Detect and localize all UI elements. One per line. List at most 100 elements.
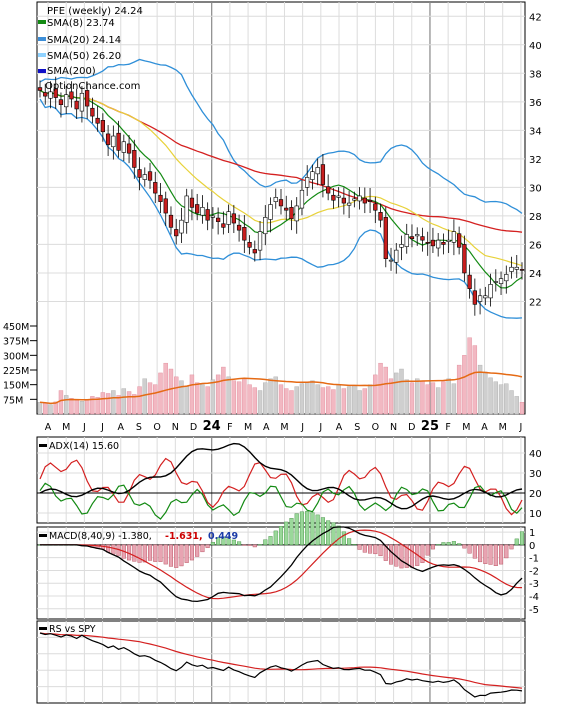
candle-body (95, 117, 100, 124)
price-tick-label: 34 (529, 126, 542, 137)
volume-bar (153, 384, 158, 415)
volume-bar (121, 388, 127, 415)
candle-body (341, 197, 347, 204)
month-label: A (45, 422, 52, 433)
volume-bar (205, 386, 210, 415)
volume-bar (231, 380, 237, 415)
rs-title-marker (39, 627, 47, 630)
macd-histogram-bar (231, 539, 236, 546)
volume-bar (43, 403, 48, 415)
candle-body (477, 295, 483, 302)
volume-bar (430, 382, 436, 415)
candle-body (467, 274, 472, 289)
candle-body (205, 209, 210, 221)
candle-body (284, 207, 289, 211)
price-tick-label: 30 (529, 183, 542, 194)
adx-line (39, 442, 523, 510)
volume-tick-label: 375M (3, 337, 29, 348)
volume-bar (53, 401, 58, 415)
macd-signal-line (40, 529, 523, 600)
macd-histogram-bar (210, 541, 215, 546)
volume-bar (221, 366, 226, 415)
candle-body (179, 219, 184, 234)
candle-body (226, 211, 231, 225)
macd-histogram-bar (467, 544, 472, 554)
macd-line (40, 526, 523, 603)
volume-bar (189, 374, 195, 415)
volume-bar (456, 364, 462, 415)
macd-histogram-bar (462, 544, 467, 549)
candle-body (132, 150, 137, 168)
volume-bar (346, 386, 352, 415)
macd-histogram-bar (179, 544, 184, 567)
macd-tick-label: 1 (529, 528, 535, 539)
month-label: J (300, 422, 304, 433)
macd-histogram-bar (362, 544, 367, 553)
volume-bar (111, 390, 116, 415)
macd-histogram-bar (504, 544, 509, 559)
macd-histogram-bar (399, 544, 404, 569)
candle-body (451, 231, 457, 243)
macd-histogram-bar (294, 513, 299, 546)
macd-tick-label: -3 (529, 579, 539, 590)
volume-bar (289, 390, 294, 415)
macd-histogram-bar (509, 544, 514, 550)
macd-histogram-bar (352, 544, 357, 546)
volume-bar (58, 390, 64, 415)
volume-bar (504, 383, 509, 415)
candle-body (441, 241, 446, 245)
volume-bar (441, 381, 446, 415)
macd-histogram-bar (189, 544, 194, 561)
macd-histogram-bar (226, 538, 231, 546)
volume-bar (252, 387, 257, 415)
month-label: N (390, 422, 397, 433)
volume-bar (315, 384, 320, 415)
month-label: M (462, 422, 470, 433)
candle-body (378, 212, 383, 221)
candle-body (509, 266, 514, 272)
volume-bar (37, 402, 43, 415)
candle-body (346, 202, 352, 206)
volume-bar (483, 371, 488, 415)
candle-body (420, 236, 425, 241)
candle-body (105, 133, 111, 145)
candle-body (200, 207, 205, 216)
candle-body (394, 249, 399, 263)
candle-body (299, 189, 305, 209)
candle-body (263, 217, 268, 235)
volume-bar (179, 380, 184, 415)
volume-tick-label: 75M (3, 395, 23, 406)
sma8-line (39, 89, 523, 289)
macd-histogram-bar (315, 514, 320, 546)
legend-sma200: SMA(200) (47, 66, 96, 77)
macd-histogram-bar (310, 512, 315, 546)
volume-tick-label: 300M (3, 351, 29, 362)
volume-bar (362, 388, 368, 415)
volume-average-line (39, 371, 523, 405)
price-tick-label: 26 (529, 240, 542, 251)
month-label: A (336, 422, 343, 433)
macd-histogram-bar (519, 531, 525, 546)
month-label: M (499, 422, 507, 433)
macd-histogram-bar (331, 522, 336, 546)
month-label: A (263, 422, 270, 433)
volume-bar (210, 379, 216, 415)
rs-line (39, 632, 523, 698)
volume-bar (284, 388, 289, 415)
macd-histogram-bar (278, 526, 284, 546)
volume-bar (394, 372, 399, 415)
candle-body (294, 205, 299, 222)
macd-histogram-bar (299, 511, 304, 546)
volume-bar (278, 384, 284, 415)
candle-body (195, 204, 200, 214)
volume-bar (519, 402, 525, 415)
volume-bar (163, 362, 168, 415)
volume-bar (79, 401, 85, 415)
candle-body (85, 90, 90, 107)
sma20-line (39, 89, 523, 267)
macd-histogram-bar (242, 544, 247, 546)
price-tick-label: 42 (529, 12, 542, 23)
candle-body (126, 143, 132, 154)
candlesticks (37, 76, 525, 316)
